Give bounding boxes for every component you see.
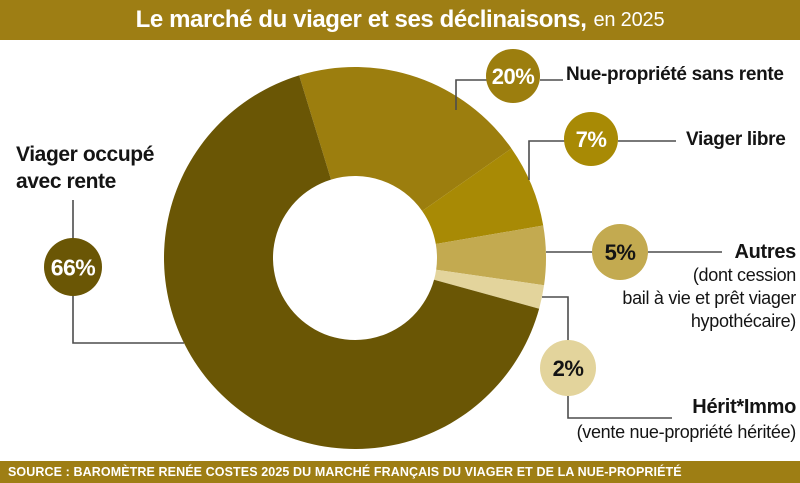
callout-value-viager-occupe-avec-rente: 66% [51, 254, 96, 280]
callout-value-viager-libre: 7% [576, 127, 607, 152]
callout-bubble-viager-occupe-avec-rente [44, 238, 102, 296]
callout-value-herit-immo: 2% [553, 356, 584, 381]
leader-line-viager-occupe-avec-rente [72, 296, 184, 344]
label-viager-occupe-avec-rente: Viager occupé avec rente [16, 141, 154, 195]
leader-line-nue-propriete-sans-rente [455, 79, 487, 110]
label-line: bail à vie et prêt viager [622, 288, 796, 308]
callout-value-nue-propriete-sans-rente: 20% [492, 64, 535, 89]
donut-slice-herit-immo [434, 269, 545, 309]
leader-line-viager-libre [528, 140, 565, 180]
source-bar: SOURCE : BAROMÈTRE RENÉE COSTES 2025 DU … [0, 461, 800, 483]
page-title: Le marché du viager et ses déclinaisons, [135, 6, 587, 33]
title-bar: Le marché du viager et ses déclinaisons,… [0, 0, 800, 40]
donut-slice-viager-occupe-avec-rente [163, 75, 540, 449]
callout-bubble-viager-libre [564, 112, 618, 166]
callout-bubble-nue-propriete-sans-rente [486, 49, 540, 103]
donut-slice-autres [435, 225, 546, 286]
leader-line-herit-immo [567, 396, 672, 419]
label-autres-title: Autres [734, 241, 796, 263]
label-herit-immo-title: Hérit*Immo [692, 396, 796, 418]
label-line: avec rente [16, 170, 116, 193]
leader-line-herit-immo [542, 296, 569, 341]
label-line: (vente nue-propriété héritée) [576, 422, 797, 442]
label-line: Viager occupé [16, 143, 154, 166]
label-nue-propriete-sans-rente: Nue-propriété sans rente [566, 64, 784, 85]
label-line: hypothécaire) [690, 311, 796, 331]
label-line: (dont cession [692, 265, 796, 285]
callout-value-autres: 5% [605, 240, 636, 265]
label-herit-immo: Hérit*Immo (vente nue-propriété héritée) [576, 395, 797, 445]
page-title-year: en 2025 [593, 8, 665, 31]
callout-bubble-herit-immo [540, 340, 596, 396]
label-autres: Autres (dont cession bail à vie et prêt … [622, 241, 796, 333]
donut-slice-viager-libre [422, 148, 544, 245]
source-text: SOURCE : BAROMÈTRE RENÉE COSTES 2025 DU … [8, 465, 682, 479]
donut-slice-nue-propriete-sans-rente [299, 67, 512, 211]
label-viager-libre: Viager libre [686, 129, 786, 150]
callout-bubble-autres [592, 224, 648, 280]
